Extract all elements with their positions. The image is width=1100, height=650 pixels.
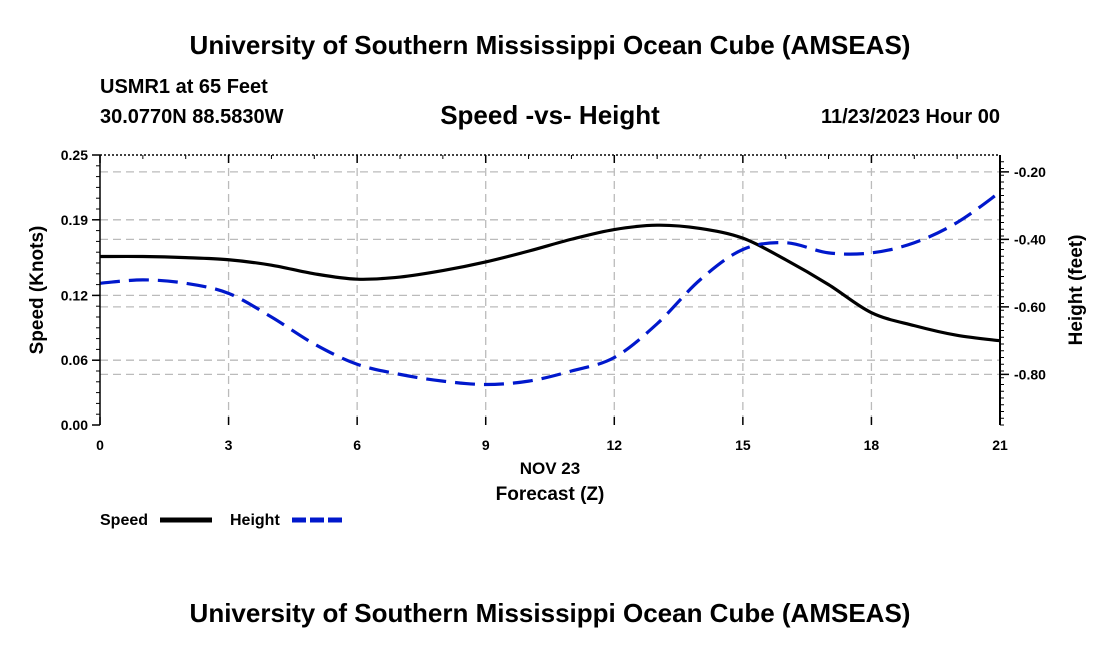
gridlines [100, 155, 1000, 425]
y-tick-label: 0.06 [61, 352, 88, 368]
axes [92, 154, 1009, 426]
y-tick-label: 0.00 [61, 417, 88, 433]
station-label: USMR1 at 65 Feet [100, 76, 268, 98]
x-tick-label: 3 [225, 437, 233, 453]
x-tick-label: 21 [992, 437, 1008, 453]
y2-tick-label: -0.80 [1014, 366, 1046, 382]
y2-axis-title: Height (feet) [1066, 235, 1087, 346]
y2-tick-label: -0.20 [1014, 164, 1046, 180]
page-title: University of Southern Mississippi Ocean… [189, 30, 911, 60]
x-tick-label: 18 [864, 437, 880, 453]
x-tick-label: 0 [96, 437, 104, 453]
axis-labels: 0 3 6 9 12 15 18 21 0.00 0.06 0.12 0.19 0.25 -0.20 -0.… [27, 147, 1087, 505]
x-tick-label: 15 [735, 437, 751, 453]
x-tick-label: 9 [482, 437, 490, 453]
legend: Speed Height [100, 512, 343, 529]
x-tick-label: 12 [606, 437, 622, 453]
series-line-height [99, 190, 1001, 387]
y-axis-title: Speed (Knots) [27, 226, 48, 355]
y2-tick-label: -0.40 [1014, 231, 1046, 247]
legend-label-height: Height [230, 512, 280, 529]
coordinates-label: 30.0770N 88.5830W [100, 106, 284, 128]
legend-label-speed: Speed [100, 512, 148, 529]
x-axis-date-label: NOV 23 [520, 459, 580, 478]
x-axis-title: Forecast (Z) [496, 484, 605, 505]
y2-tick-label: -0.60 [1014, 299, 1046, 315]
series-lines [99, 190, 1001, 387]
y-tick-label: 0.25 [61, 147, 88, 163]
footer-title: University of Southern Mississippi Ocean… [189, 598, 911, 628]
chart-title: Speed -vs- Height [440, 100, 660, 130]
x-tick-label: 6 [353, 437, 361, 453]
series-line-speed [99, 223, 1001, 343]
y-tick-label: 0.19 [61, 212, 88, 228]
forecast-datetime: 11/23/2023 Hour 00 [820, 106, 1000, 128]
y-tick-label: 0.12 [61, 287, 88, 303]
